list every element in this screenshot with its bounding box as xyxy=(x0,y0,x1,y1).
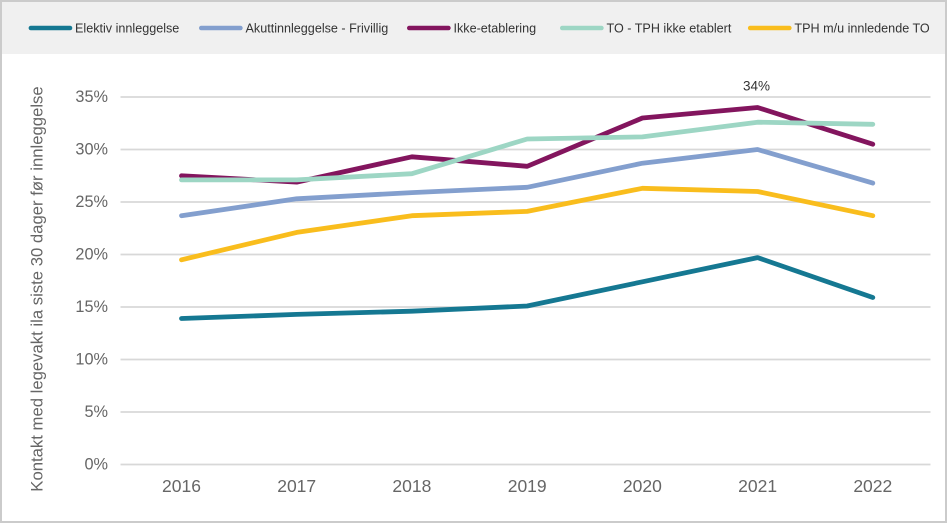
svg-text:Elektiv innleggelse: Elektiv innleggelse xyxy=(75,22,179,36)
svg-text:2018: 2018 xyxy=(392,476,431,496)
svg-text:TO - TPH ikke etablert: TO - TPH ikke etablert xyxy=(607,22,732,36)
svg-text:15%: 15% xyxy=(75,298,108,316)
svg-text:5%: 5% xyxy=(84,403,108,421)
svg-text:Ikke-etablering: Ikke-etablering xyxy=(454,22,537,36)
svg-text:2022: 2022 xyxy=(853,476,892,496)
svg-text:10%: 10% xyxy=(75,351,108,369)
svg-text:0%: 0% xyxy=(84,456,108,474)
svg-text:25%: 25% xyxy=(75,193,108,211)
svg-text:Akuttinnleggelse - Frivillig: Akuttinnleggelse - Frivillig xyxy=(246,22,389,36)
svg-text:TPH m/u innledende TO: TPH m/u innledende TO xyxy=(794,22,930,36)
svg-text:30%: 30% xyxy=(75,141,108,159)
svg-text:Kontakt med legevakt ila siste: Kontakt med legevakt ila siste 30 dager … xyxy=(28,86,47,491)
svg-text:35%: 35% xyxy=(75,88,108,106)
svg-text:2017: 2017 xyxy=(277,476,316,496)
svg-text:2020: 2020 xyxy=(623,476,662,496)
svg-text:2019: 2019 xyxy=(508,476,547,496)
svg-text:20%: 20% xyxy=(75,246,108,264)
svg-text:2016: 2016 xyxy=(162,476,201,496)
svg-text:34%: 34% xyxy=(743,79,770,94)
svg-text:2021: 2021 xyxy=(738,476,777,496)
